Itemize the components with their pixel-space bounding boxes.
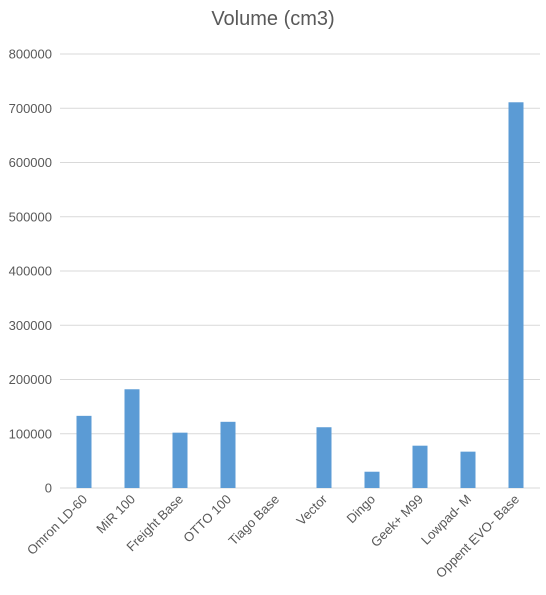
bar (316, 427, 332, 488)
x-tick-label: Geek+ M99 (368, 492, 426, 550)
bar (124, 389, 140, 488)
y-tick-label: 700000 (9, 101, 52, 116)
chart-title: Volume (cm3) (211, 8, 335, 30)
bar (172, 432, 188, 488)
x-tick-label: Vector (293, 491, 330, 528)
y-tick-label: 200000 (9, 372, 52, 387)
x-tick-label: Dingo (343, 492, 378, 527)
bar (364, 471, 380, 488)
x-tick-label: Oppent EVO- Base (433, 492, 522, 581)
bar (460, 451, 476, 488)
y-tick-label: 600000 (9, 155, 52, 170)
x-tick-label: Tiago Base (225, 492, 282, 549)
bar (220, 421, 236, 488)
bar (508, 102, 524, 488)
y-tick-label: 400000 (9, 264, 52, 279)
x-tick-label: MiR 100 (93, 492, 138, 537)
y-tick-label: 500000 (9, 209, 52, 224)
bar (76, 415, 92, 488)
y-tick-label: 100000 (9, 426, 52, 441)
bar (412, 445, 428, 488)
y-tick-label: 800000 (9, 47, 52, 62)
x-tick-label: Omron LD-60 (24, 492, 90, 558)
y-tick-label: 300000 (9, 318, 52, 333)
y-tick-label: 0 (45, 481, 52, 496)
